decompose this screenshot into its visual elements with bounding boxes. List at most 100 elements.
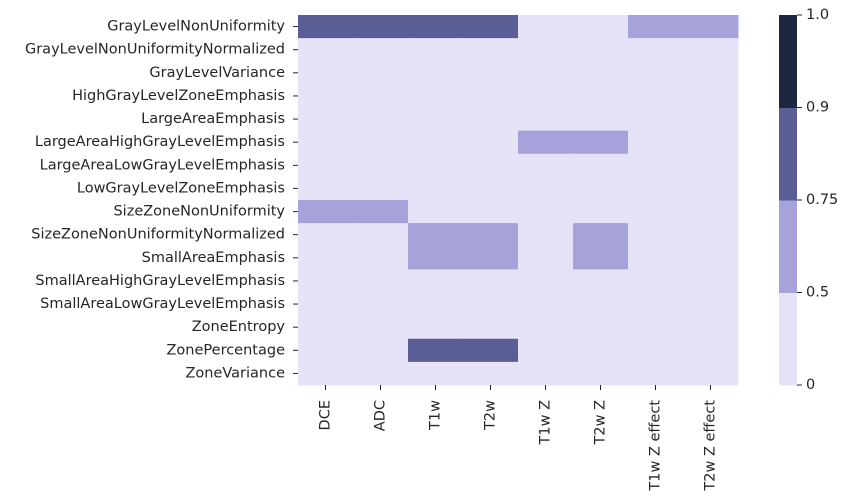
heatmap-cell	[683, 38, 739, 62]
heatmap-cell	[408, 269, 464, 293]
heatmap-cell	[353, 176, 409, 201]
heatmap-cell	[353, 153, 409, 178]
colorbar-segment	[779, 292, 797, 386]
heatmap-cell	[628, 269, 684, 293]
heatmap-cell	[463, 315, 519, 340]
heatmap-cell	[628, 315, 684, 340]
heatmap-cell	[408, 38, 464, 62]
row-label: HighGrayLevelZoneEmphasis	[72, 88, 285, 104]
heatmap-cell	[463, 176, 519, 201]
heatmap-cell	[573, 107, 629, 132]
heatmap-cell	[628, 338, 684, 363]
heatmap-cell	[683, 223, 739, 247]
heatmap-cell	[628, 361, 684, 386]
heatmap-cell	[518, 361, 574, 386]
heatmap-cell	[573, 361, 629, 386]
heatmap-cell	[463, 61, 519, 85]
column-label: T1w Z	[538, 400, 554, 446]
heatmap-cell	[353, 15, 409, 39]
heatmap-cell	[298, 292, 354, 317]
heatmap-cell	[463, 200, 519, 224]
heatmap-cell	[628, 153, 684, 178]
heatmap-cell	[683, 176, 739, 201]
heatmap-cell	[463, 153, 519, 178]
heatmap-cell	[463, 246, 519, 270]
heatmap-cell	[353, 246, 409, 270]
heatmap-cell	[683, 84, 739, 108]
row-label: LargeAreaEmphasis	[141, 111, 285, 127]
row-labels: GrayLevelNonUniformity GrayLevelNonUnifor…	[25, 19, 298, 381]
heatmap-cell	[628, 61, 684, 85]
heatmap-cell	[573, 292, 629, 317]
colorbar: 0 0.5 0.75 0.9 1.0	[779, 7, 838, 393]
heatmap-cell	[518, 269, 574, 293]
heatmap-cell	[353, 361, 409, 386]
heatmap-cell	[298, 84, 354, 108]
heatmap-cell	[298, 361, 354, 386]
heatmap-cell	[683, 338, 739, 363]
column-label: T1w	[428, 400, 444, 431]
heatmap-cell	[683, 200, 739, 224]
heatmap-cell	[463, 130, 519, 155]
heatmap-cell	[518, 338, 574, 363]
heatmap-cell	[353, 315, 409, 340]
heatmap-cell	[463, 84, 519, 108]
heatmap-cell	[408, 176, 464, 201]
heatmap-cell	[573, 200, 629, 224]
heatmap-cell	[518, 223, 574, 247]
heatmap-cell	[408, 338, 464, 363]
column-label: T2w	[483, 400, 499, 431]
heatmap-cell	[628, 176, 684, 201]
heatmap-cell	[518, 130, 574, 155]
heatmap-cell	[408, 292, 464, 317]
heatmap-cell	[463, 107, 519, 132]
heatmap-cell	[353, 107, 409, 132]
heatmap-cell	[408, 315, 464, 340]
heatmap-cell	[683, 153, 739, 178]
column-labels: DCE ADC T1w T2w T1w Z T2w Z T1w Z effect T2w Z …	[318, 385, 719, 492]
heatmap-cell	[573, 15, 629, 39]
heatmap-cell	[518, 292, 574, 317]
heatmap-cell	[408, 153, 464, 178]
heatmap-cells	[298, 15, 739, 386]
heatmap-cell	[463, 269, 519, 293]
heatmap-cell	[628, 38, 684, 62]
heatmap-cell	[408, 246, 464, 270]
heatmap-cell	[298, 269, 354, 293]
heatmap-cell	[408, 84, 464, 108]
heatmap-cell	[408, 130, 464, 155]
row-label: ZoneVariance	[185, 365, 285, 381]
row-label: SizeZoneNonUniformityNormalized	[31, 227, 285, 243]
colorbar-tick-label: 0.9	[806, 100, 829, 116]
heatmap-cell	[683, 269, 739, 293]
heatmap-cell	[518, 176, 574, 201]
row-label: LargeAreaLowGrayLevelEmphasis	[40, 157, 285, 173]
heatmap-cell	[298, 107, 354, 132]
heatmap-cell	[683, 361, 739, 386]
column-label: T2w Z	[593, 400, 609, 446]
heatmap-cell	[463, 292, 519, 317]
row-label: ZoneEntropy	[192, 319, 286, 335]
row-label: SizeZoneNonUniformity	[113, 204, 285, 220]
heatmap-cell	[353, 292, 409, 317]
heatmap-cell	[353, 269, 409, 293]
heatmap-cell	[353, 38, 409, 62]
heatmap-cell	[628, 15, 684, 39]
heatmap-cell	[353, 61, 409, 85]
heatmap-cell	[298, 153, 354, 178]
heatmap-cell	[683, 130, 739, 155]
heatmap-cell	[628, 107, 684, 132]
column-label: ADC	[373, 400, 389, 431]
heatmap-cell	[518, 15, 574, 39]
heatmap-cell	[628, 130, 684, 155]
heatmap-cell	[298, 246, 354, 270]
heatmap-cell	[408, 223, 464, 247]
heatmap-cell	[683, 315, 739, 340]
heatmap-cell	[628, 84, 684, 108]
heatmap-cell	[353, 130, 409, 155]
heatmap-cell	[573, 176, 629, 201]
heatmap-cell	[573, 84, 629, 108]
heatmap-cell	[463, 38, 519, 62]
heatmap-cell	[518, 200, 574, 224]
row-label: GrayLevelNonUniformityNormalized	[25, 42, 285, 58]
